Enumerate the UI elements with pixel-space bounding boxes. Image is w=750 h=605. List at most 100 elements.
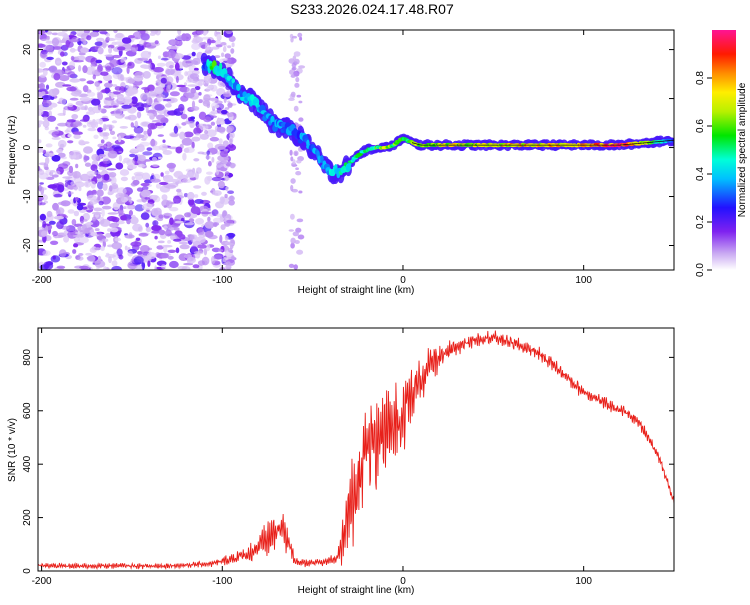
noise-blob	[136, 264, 143, 270]
noise-blob	[79, 215, 85, 224]
noise-blob	[111, 67, 123, 75]
noise-blob	[140, 30, 146, 35]
noise-blob	[69, 78, 81, 83]
ridge-center-line	[411, 139, 674, 146]
noise-blob	[53, 215, 64, 220]
noise-blob	[51, 32, 59, 36]
noise-blob	[223, 156, 230, 161]
x-tick-label: 100	[575, 576, 592, 587]
noise-blob	[130, 148, 139, 153]
noise-blob	[41, 230, 48, 237]
noise-blob	[218, 138, 223, 144]
noise-blob	[136, 111, 142, 119]
noise-blob	[102, 40, 107, 49]
noise-blob	[151, 230, 160, 234]
noise-blob	[216, 213, 222, 218]
noise-blob	[192, 264, 200, 269]
noise-blob	[45, 44, 54, 53]
noise-blob	[52, 255, 56, 260]
noise-blob	[42, 149, 47, 154]
noise-blob	[42, 119, 50, 128]
noise-blob	[78, 52, 86, 56]
noise-blob	[227, 58, 232, 64]
noise-blob	[82, 212, 91, 221]
noise-blob	[147, 260, 151, 268]
noise-blob	[140, 212, 150, 220]
noise-blob	[169, 207, 179, 212]
noise-blob	[73, 210, 80, 217]
noise-blob	[161, 143, 168, 152]
noise-blob	[78, 139, 85, 146]
noise-blob	[78, 253, 84, 256]
noise-blob	[210, 121, 216, 126]
noise-blob	[209, 136, 220, 142]
noise-blob	[214, 30, 218, 37]
noise-blob	[153, 66, 164, 73]
noise-blob	[92, 191, 97, 195]
noise-blob	[42, 250, 51, 256]
noise-blob	[186, 256, 196, 264]
noise-blob	[295, 77, 300, 83]
noise-blob	[228, 35, 236, 43]
noise-blob	[289, 149, 293, 156]
noise-blob	[83, 154, 88, 163]
noise-blob	[296, 159, 302, 164]
noise-blob	[193, 127, 202, 135]
noise-blob	[219, 234, 223, 243]
noise-blob	[162, 139, 166, 143]
noise-blob	[191, 136, 201, 142]
noise-blob	[100, 139, 105, 144]
noise-blob	[109, 222, 119, 228]
noise-blob	[91, 106, 103, 114]
noise-blob	[73, 186, 78, 190]
noise-blob	[94, 247, 101, 251]
noise-blob	[127, 250, 133, 257]
noise-blob	[62, 84, 72, 87]
noise-blob	[111, 91, 121, 95]
spectrogram-frame	[37, 29, 675, 271]
noise-blob	[103, 82, 113, 88]
noise-blob	[66, 86, 77, 92]
spectrogram-y-label: Frequency (Hz)	[7, 116, 18, 185]
noise-blob	[185, 79, 194, 83]
noise-blob	[94, 41, 104, 46]
spectrogram-y-ticks: 20 10 0 -10 -20	[22, 44, 674, 253]
colorbar-ticks: 0.0 0.2 0.4 0.6 0.8	[695, 71, 712, 277]
noise-blob	[144, 210, 153, 213]
noise-blob	[78, 154, 83, 160]
noise-blob	[167, 240, 172, 244]
noise-blob	[149, 140, 158, 147]
noise-blob	[148, 90, 157, 98]
noise-blob	[151, 119, 162, 123]
noise-blob	[292, 35, 297, 39]
noise-blob	[113, 30, 118, 34]
noise-blob	[105, 65, 112, 72]
noise-blob	[99, 218, 111, 227]
noise-blob	[177, 126, 182, 129]
noise-blob	[86, 221, 94, 226]
noise-blob	[222, 140, 229, 147]
noise-blob	[101, 238, 109, 242]
noise-blob	[161, 264, 166, 269]
noise-blob	[130, 241, 142, 247]
noise-blob	[193, 185, 202, 189]
noise-blob	[194, 133, 201, 136]
noise-blob	[78, 105, 85, 110]
noise-blob	[146, 112, 154, 116]
noise-blob	[73, 243, 79, 248]
noise-blob	[152, 164, 159, 167]
noise-blob	[137, 251, 143, 255]
noise-blob	[138, 40, 145, 46]
noise-blob	[141, 86, 151, 90]
noise-blob	[185, 60, 192, 64]
noise-blob	[39, 213, 47, 221]
noise-blob	[290, 156, 294, 162]
colorbar-tick-label: 0.8	[695, 71, 706, 85]
ridge-core	[320, 155, 324, 163]
noise-blob	[193, 250, 204, 255]
x-tick-label: 0	[400, 275, 406, 286]
noise-blob	[78, 236, 89, 244]
noise-blob	[206, 150, 210, 156]
noise-blob	[158, 214, 164, 219]
noise-blob	[199, 133, 209, 140]
